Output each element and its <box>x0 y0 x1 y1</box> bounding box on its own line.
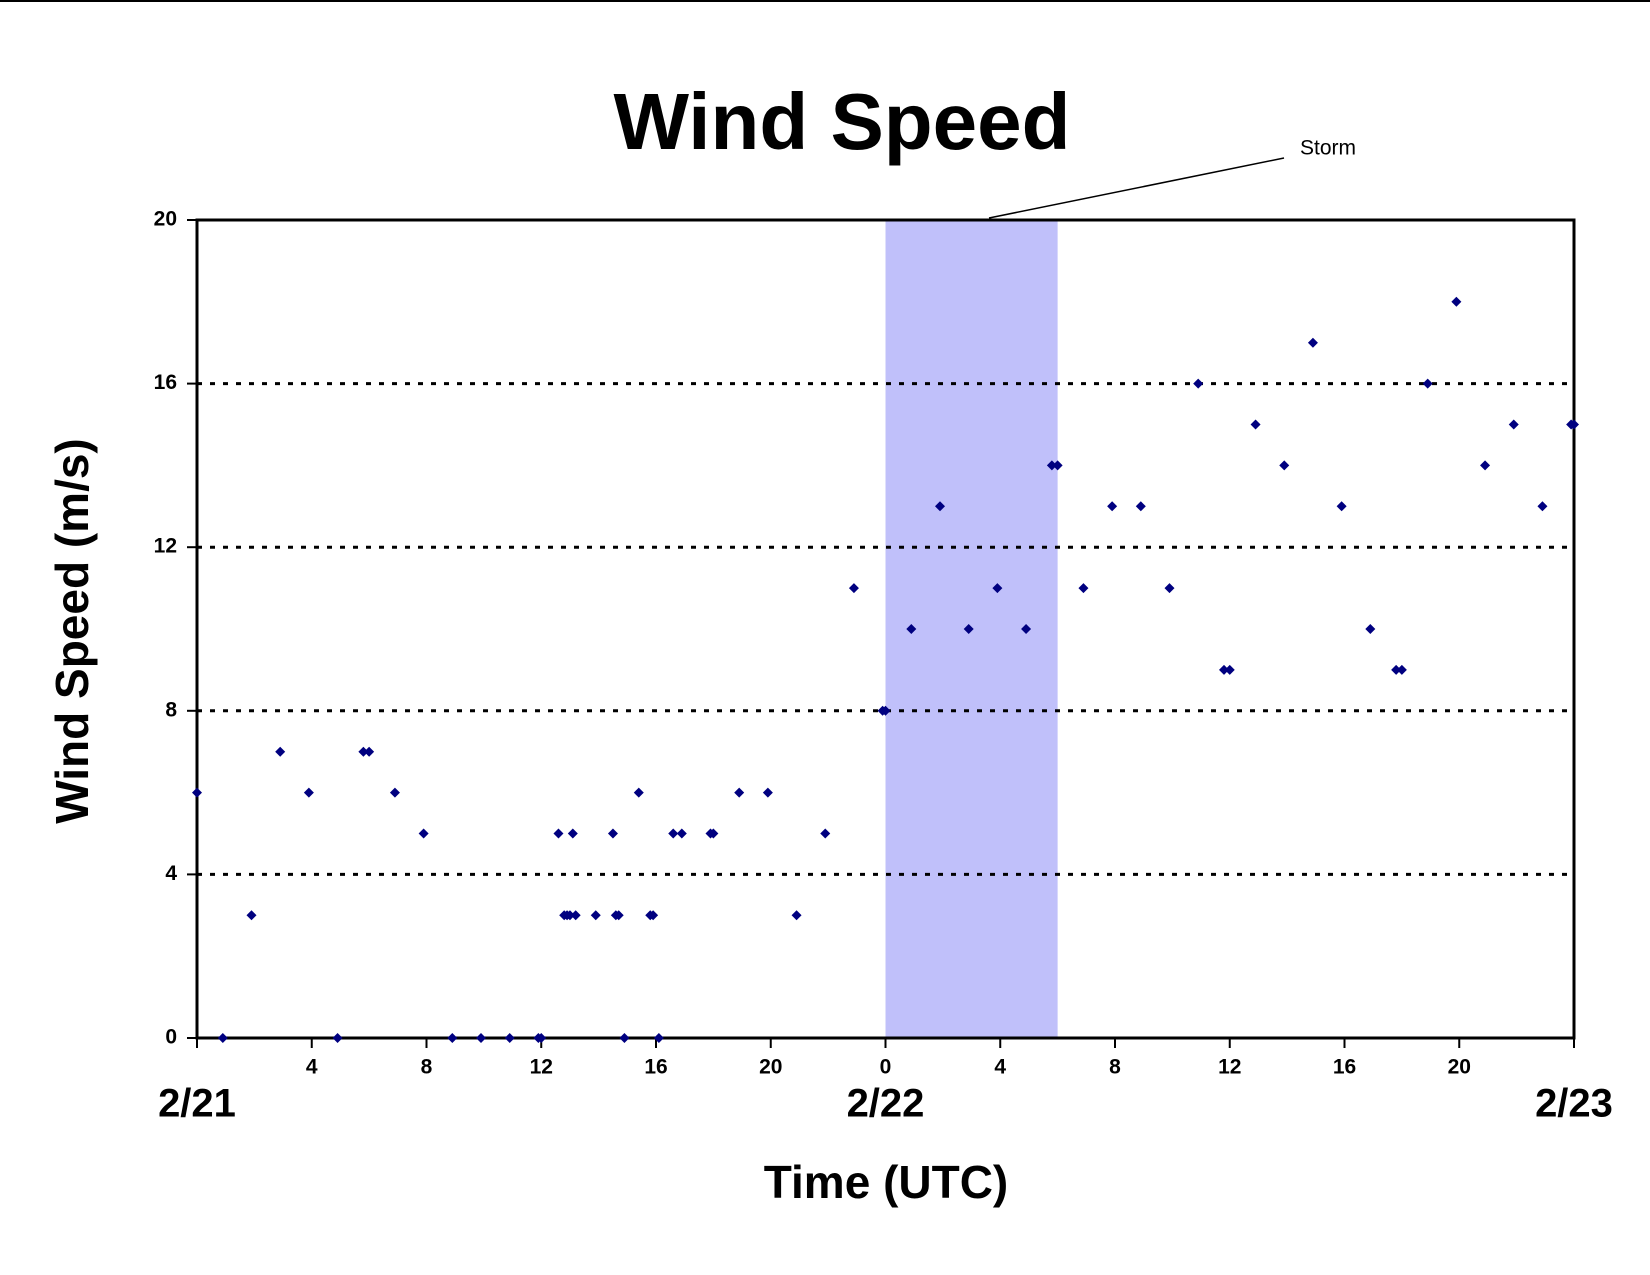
x-tick-label: 12 <box>1218 1056 1241 1079</box>
data-point <box>653 1033 664 1043</box>
y-tick-label: 8 <box>165 698 177 721</box>
data-point <box>590 910 601 921</box>
x-tick-label: 0 <box>880 1056 892 1079</box>
x-tick-label: 16 <box>644 1056 667 1079</box>
data-point <box>1021 624 1032 634</box>
data-point <box>676 828 687 839</box>
data-point <box>1279 460 1290 471</box>
x-axis-label: Time (UTC) <box>764 1156 1009 1208</box>
data-point <box>1164 583 1175 594</box>
data-point <box>668 828 679 839</box>
data-point <box>848 583 859 594</box>
data-point <box>1396 664 1407 675</box>
data-point <box>619 1033 630 1043</box>
x-tick-label: 12 <box>530 1056 553 1079</box>
date-label: 2/22 <box>847 1082 925 1126</box>
annotation-line <box>988 157 1285 219</box>
data-point <box>1391 664 1402 675</box>
data-point <box>389 787 400 798</box>
data-point <box>536 1033 547 1043</box>
data-point <box>734 787 745 798</box>
data-point <box>1307 337 1318 348</box>
data-point <box>364 746 375 757</box>
data-point <box>963 624 974 634</box>
data-point <box>358 746 369 757</box>
data-point <box>553 828 564 839</box>
annotation: Storm <box>1300 137 1356 160</box>
x-tick-label: 20 <box>759 1056 782 1079</box>
data-point <box>1451 296 1462 307</box>
data-point <box>1365 624 1376 634</box>
data-point <box>1508 419 1519 430</box>
data-point <box>633 787 644 798</box>
x-tick-label: 4 <box>306 1056 318 1079</box>
data-point <box>1052 460 1063 471</box>
data-point <box>1537 501 1548 512</box>
data-point <box>648 910 659 921</box>
data-point <box>820 828 831 839</box>
data-point <box>613 910 624 921</box>
data-point <box>1250 419 1261 430</box>
date-label: 2/23 <box>1535 1082 1613 1126</box>
data-point <box>1336 501 1347 512</box>
date-label: 2/21 <box>158 1082 236 1126</box>
data-point <box>246 910 257 921</box>
data-point <box>504 1033 515 1043</box>
data-point <box>1046 460 1057 471</box>
x-tick-label: 4 <box>994 1056 1006 1079</box>
data-point <box>1569 419 1579 430</box>
data-point <box>303 787 314 798</box>
data-point <box>1224 664 1235 675</box>
x-tick-label: 8 <box>1109 1056 1121 1079</box>
data-point <box>708 828 719 839</box>
data-point <box>567 828 578 839</box>
data-point <box>992 583 1003 594</box>
y-tick-label: 16 <box>154 371 177 394</box>
data-point <box>1422 378 1433 389</box>
data-point <box>1193 378 1204 389</box>
data-point <box>935 501 946 512</box>
data-point <box>564 910 575 921</box>
data-point <box>332 1033 343 1043</box>
data-point <box>1078 583 1089 594</box>
data-point <box>1480 460 1491 471</box>
y-tick-label: 12 <box>154 535 177 558</box>
data-point <box>217 1033 228 1043</box>
y-tick-label: 0 <box>165 1026 177 1049</box>
data-point <box>476 1033 487 1043</box>
data-point <box>447 1033 458 1043</box>
y-axis-label: Wind Speed (m/s) <box>46 438 98 824</box>
y-tick-label: 4 <box>165 862 177 885</box>
data-point <box>275 746 286 757</box>
data-point <box>762 787 773 798</box>
data-point <box>192 787 202 798</box>
plot-frame <box>195 218 1576 1040</box>
y-tick-label: 20 <box>154 208 177 231</box>
x-tick-label: 8 <box>421 1056 433 1079</box>
data-point <box>1219 664 1230 675</box>
data-point <box>1135 501 1146 512</box>
x-tick-label: 20 <box>1448 1056 1471 1079</box>
data-point <box>906 624 917 634</box>
data-point <box>570 910 581 921</box>
chart-title: Wind Speed <box>613 77 1070 166</box>
data-point <box>418 828 429 839</box>
data-point <box>607 828 618 839</box>
x-tick-label: 16 <box>1333 1056 1356 1079</box>
data-point <box>880 705 891 716</box>
data-point <box>1107 501 1118 512</box>
data-point <box>791 910 802 921</box>
